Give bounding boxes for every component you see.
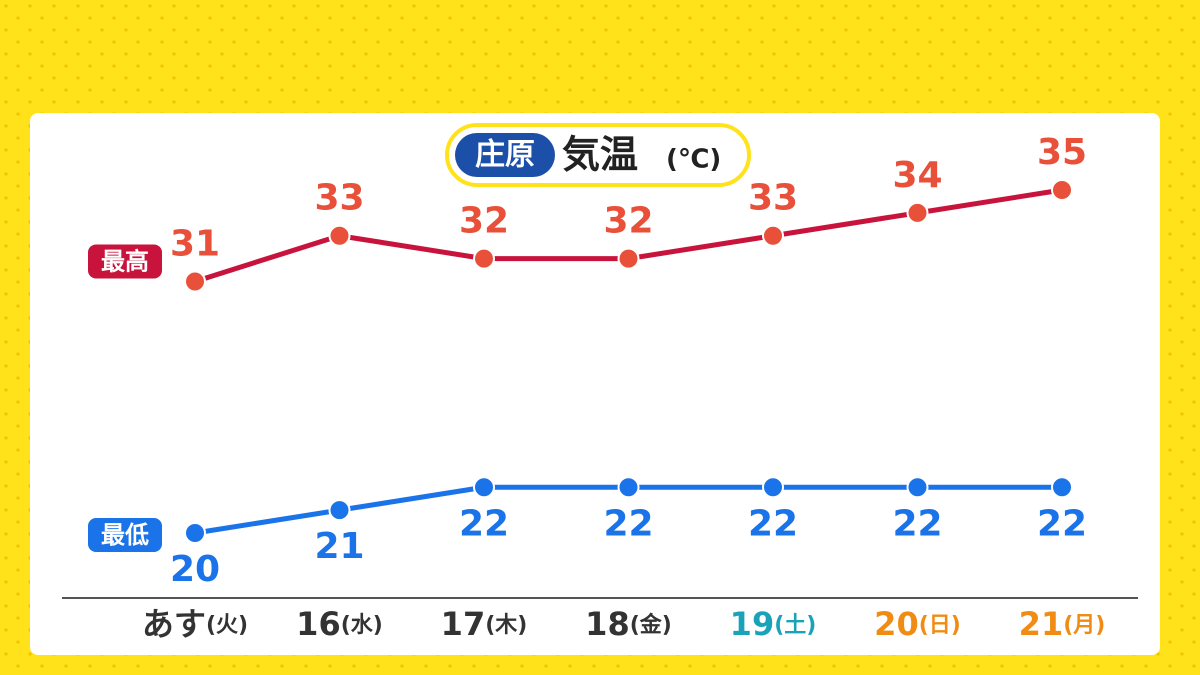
marker [473,247,495,270]
marker [1051,179,1073,201]
data-label: 35 [1037,132,1087,173]
data-label: 34 [892,155,942,196]
marker [617,247,640,270]
x-tick-label: あす(火) [142,605,248,643]
marker [328,499,351,522]
marker [617,476,640,499]
location: 庄原 [475,138,535,173]
unit: (℃) [666,145,721,175]
marker [906,476,929,499]
marker [328,224,351,247]
data-label: 22 [459,503,509,544]
x-tick-label: 18(金) [585,605,672,643]
data-label: 32 [459,201,509,242]
data-label: 31 [170,223,220,264]
data-label: 20 [170,549,220,590]
x-tick-label: 20(日) [874,605,961,643]
series-label-pill [88,518,162,552]
data-label: 22 [1037,503,1087,544]
panel [30,113,1160,655]
data-label: 32 [603,201,653,242]
marker [762,224,784,247]
x-tick-label: 16(水) [296,605,383,643]
chart-title: 気温 [562,133,638,177]
x-tick-label: 19(土) [730,605,817,643]
marker [906,201,929,224]
x-tick-label: 21(月) [1019,605,1106,643]
location-pill [455,133,555,177]
marker [473,476,495,499]
data-label: 33 [314,178,364,219]
marker [184,522,206,544]
data-label: 22 [892,503,942,544]
data-label: 22 [603,503,653,544]
legend-label: 最高 [101,247,149,275]
data-label: 22 [748,503,798,544]
data-label: 33 [748,178,798,219]
series-label-pill [88,244,162,279]
x-tick-label: 17(木) [441,605,528,643]
marker [762,476,784,499]
marker [1051,476,1073,499]
legend-label: 最低 [101,521,149,549]
data-label: 21 [314,526,364,567]
marker [184,270,206,293]
